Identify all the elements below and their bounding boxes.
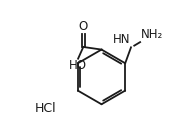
Text: HCl: HCl xyxy=(35,102,57,115)
Text: O: O xyxy=(79,20,88,33)
Text: HO: HO xyxy=(69,59,87,72)
Text: NH₂: NH₂ xyxy=(141,28,163,41)
Text: HN: HN xyxy=(113,33,130,46)
